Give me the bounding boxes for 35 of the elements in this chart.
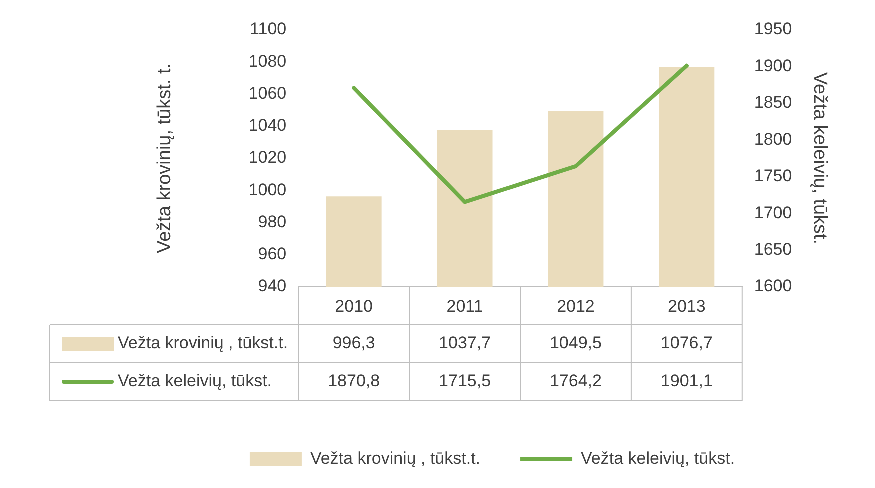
y-axis-title: Vežta krovinių, tūkst. t. — [154, 63, 176, 254]
y2-tick-label: 1700 — [754, 203, 792, 222]
data-label: 1037,7 — [439, 334, 492, 353]
y-tick-label: 980 — [258, 212, 287, 232]
y-tick-label: 1040 — [248, 116, 287, 136]
y-tick-label: 1080 — [248, 52, 287, 71]
text: Vežta krovinių , tūkst.t. — [118, 334, 288, 353]
text: Vežta keleivių, tūkst. — [581, 449, 736, 468]
y-tick-label: 1020 — [248, 148, 287, 168]
data-label: 1901,1 — [660, 372, 713, 391]
y2-tick-label: 1900 — [754, 56, 792, 76]
y2-tick-label: 1650 — [754, 240, 792, 259]
y-tick-label: 940 — [258, 276, 287, 296]
data-label: 996,3 — [332, 334, 376, 353]
x-tick-label: 2013 — [668, 296, 706, 316]
y-tick-label: 1000 — [248, 180, 287, 200]
data-label: 1870,8 — [328, 372, 380, 391]
y-tick-label: 960 — [258, 244, 287, 264]
y2-tick-label: 1850 — [754, 93, 792, 112]
legend-label: Vežta krovinių , tūkst.t. — [310, 449, 481, 468]
y-tick-label: 1060 — [248, 84, 287, 103]
data-label: 1764,2 — [550, 372, 602, 391]
y2-axis-title: Vežta keleivių, tūkst. — [809, 72, 830, 245]
legend-label: Vežta keleivių, tūkst. — [118, 372, 272, 391]
x-tick-label: 2012 — [557, 296, 595, 316]
y2-tick-label: 1800 — [754, 130, 792, 149]
x-tick-label: 2010 — [335, 296, 374, 316]
y2-tick-label: 1750 — [754, 166, 792, 186]
y2-tick-label: 1950 — [754, 20, 792, 39]
y-tick-label: 1100 — [250, 20, 287, 39]
y2-tick-label: 1600 — [754, 276, 792, 296]
data-label: 1049,5 — [550, 334, 602, 353]
data-label: 1076,7 — [660, 334, 713, 353]
x-tick-label: 2011 — [446, 296, 484, 316]
data-label: 1715,5 — [439, 372, 492, 391]
